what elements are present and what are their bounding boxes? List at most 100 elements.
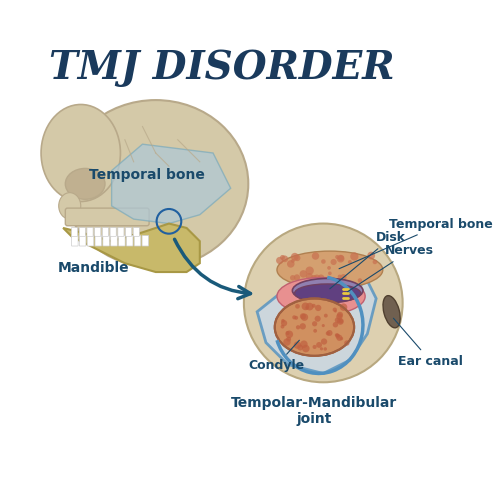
Circle shape <box>337 312 343 318</box>
Circle shape <box>313 274 321 282</box>
Circle shape <box>286 330 293 338</box>
Circle shape <box>294 316 298 320</box>
FancyBboxPatch shape <box>110 236 117 246</box>
Circle shape <box>294 255 300 261</box>
FancyBboxPatch shape <box>79 228 86 236</box>
Circle shape <box>340 337 343 340</box>
Circle shape <box>338 274 342 278</box>
Ellipse shape <box>275 298 354 356</box>
Circle shape <box>300 340 308 348</box>
FancyBboxPatch shape <box>118 236 125 246</box>
Circle shape <box>338 319 343 324</box>
Circle shape <box>306 302 314 310</box>
Circle shape <box>283 338 290 346</box>
Text: Tempolar-Mandibular
joint: Tempolar-Mandibular joint <box>232 396 398 426</box>
Ellipse shape <box>58 192 81 219</box>
Polygon shape <box>257 281 376 374</box>
Ellipse shape <box>277 278 365 315</box>
Circle shape <box>338 255 344 261</box>
Circle shape <box>287 260 294 268</box>
FancyBboxPatch shape <box>102 228 108 236</box>
Circle shape <box>335 280 340 284</box>
Text: Disk: Disk <box>330 231 406 289</box>
FancyBboxPatch shape <box>133 228 140 236</box>
Circle shape <box>372 260 377 264</box>
Circle shape <box>336 334 340 337</box>
Circle shape <box>306 266 314 275</box>
Circle shape <box>286 336 291 342</box>
Circle shape <box>310 280 318 287</box>
Text: Nerves: Nerves <box>348 244 434 292</box>
FancyBboxPatch shape <box>72 236 78 246</box>
Circle shape <box>318 274 324 281</box>
FancyBboxPatch shape <box>87 228 93 236</box>
Circle shape <box>348 260 352 264</box>
Polygon shape <box>63 224 200 272</box>
Circle shape <box>324 347 327 350</box>
Circle shape <box>322 324 325 327</box>
FancyBboxPatch shape <box>126 236 133 246</box>
Circle shape <box>326 330 332 336</box>
Circle shape <box>332 322 338 328</box>
Circle shape <box>305 280 312 288</box>
Circle shape <box>291 259 295 263</box>
Circle shape <box>312 345 316 349</box>
Circle shape <box>306 273 313 280</box>
FancyBboxPatch shape <box>110 228 116 236</box>
Circle shape <box>344 340 350 345</box>
Circle shape <box>335 333 338 337</box>
Circle shape <box>290 275 296 280</box>
Circle shape <box>336 335 342 341</box>
Circle shape <box>300 314 306 320</box>
FancyBboxPatch shape <box>134 236 141 246</box>
Circle shape <box>276 257 283 264</box>
Circle shape <box>336 314 342 320</box>
Circle shape <box>337 318 344 325</box>
Text: Temporal bone: Temporal bone <box>89 168 205 182</box>
Circle shape <box>350 252 358 260</box>
Circle shape <box>334 318 340 323</box>
FancyBboxPatch shape <box>142 236 148 246</box>
FancyBboxPatch shape <box>126 228 132 236</box>
Circle shape <box>328 277 336 285</box>
FancyBboxPatch shape <box>103 236 110 246</box>
Circle shape <box>315 305 322 311</box>
Ellipse shape <box>292 278 363 302</box>
Ellipse shape <box>63 100 248 268</box>
Circle shape <box>358 278 362 282</box>
FancyBboxPatch shape <box>118 228 124 236</box>
Ellipse shape <box>41 104 120 202</box>
Circle shape <box>301 314 308 321</box>
FancyBboxPatch shape <box>72 228 78 236</box>
Circle shape <box>302 344 310 352</box>
Circle shape <box>336 334 340 338</box>
Text: Ear canal: Ear canal <box>394 318 463 368</box>
FancyBboxPatch shape <box>94 228 101 236</box>
Text: Temporal bone: Temporal bone <box>339 218 493 268</box>
Circle shape <box>298 344 303 350</box>
Circle shape <box>244 224 402 382</box>
Circle shape <box>300 323 306 330</box>
Ellipse shape <box>277 251 383 288</box>
Circle shape <box>327 266 331 270</box>
Circle shape <box>306 306 308 310</box>
Circle shape <box>328 272 332 275</box>
Circle shape <box>312 321 317 326</box>
Circle shape <box>332 308 337 312</box>
Polygon shape <box>112 144 230 224</box>
Circle shape <box>280 324 284 328</box>
Circle shape <box>299 282 304 288</box>
Circle shape <box>321 259 326 264</box>
Circle shape <box>280 255 285 260</box>
Circle shape <box>368 252 375 260</box>
Circle shape <box>314 316 320 322</box>
Circle shape <box>340 304 347 311</box>
Circle shape <box>336 280 340 284</box>
Circle shape <box>326 332 330 336</box>
Circle shape <box>313 329 317 332</box>
Circle shape <box>294 274 300 280</box>
Circle shape <box>344 282 352 291</box>
Circle shape <box>336 255 344 262</box>
Circle shape <box>282 256 288 262</box>
Circle shape <box>281 319 285 322</box>
